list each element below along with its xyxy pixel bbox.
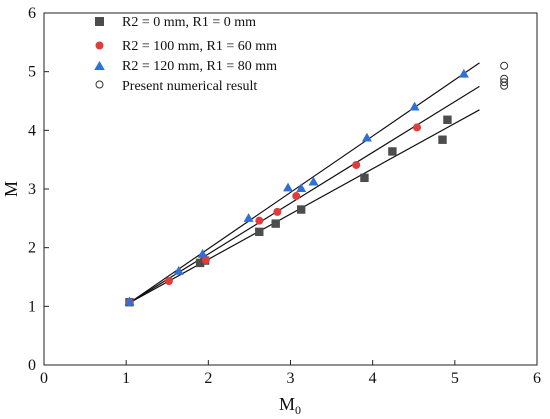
x-axis-label-main: M	[279, 394, 295, 414]
point-s2-5	[296, 183, 307, 193]
legend-label-2: R2 = 120 mm, R1 = 80 mm	[122, 59, 277, 74]
point-s2-3	[243, 213, 254, 222]
point-s2-9	[458, 68, 469, 78]
point-s2-1	[173, 265, 184, 275]
fit-line-1	[129, 85, 480, 304]
legend-label-3: Present numerical result	[122, 79, 257, 94]
point-s0-3	[255, 227, 264, 237]
fit-lines	[129, 62, 480, 304]
point-s0-1	[195, 258, 205, 268]
point-s1-6	[352, 160, 361, 169]
y-tick-label-4: 4	[28, 122, 36, 139]
x-axis-label: M0	[279, 394, 301, 417]
y-tick-label-5: 5	[28, 64, 36, 81]
axis-ticks: 0 1 2 3 4 5 6 0 1 2 3 4 5 6	[28, 5, 541, 387]
legend-marker-0	[95, 17, 104, 26]
point-s1-1	[164, 277, 173, 286]
y-tick-label-0: 0	[28, 357, 36, 374]
x-tick-label-3: 3	[287, 370, 295, 387]
point-s0-5	[296, 205, 306, 214]
y-tick-label-6: 6	[28, 5, 36, 22]
x-tick-label-5: 5	[451, 370, 459, 387]
point-s2-4	[283, 182, 294, 192]
point-s1-5	[292, 192, 301, 201]
legend-marker-3	[95, 80, 104, 89]
x-axis-label-subscript: 0	[295, 403, 301, 417]
point-s0-7	[388, 147, 397, 156]
point-s2-2	[197, 248, 208, 258]
y-tick-label-1: 1	[28, 298, 36, 315]
point-s0-4	[271, 219, 280, 228]
legend-marker-1	[95, 41, 104, 50]
point-s1-7	[413, 123, 422, 132]
y-tick-label-2: 2	[28, 240, 36, 257]
point-s0-9	[443, 115, 452, 124]
data-points	[124, 61, 509, 307]
point-s3-3	[500, 81, 509, 90]
point-s3-0	[500, 61, 509, 70]
point-s3-2	[500, 78, 509, 87]
point-s1-4	[273, 207, 282, 216]
legend: R2 = 0 mm, R1 = 0 mm R2 = 100 mm, R1 = 6…	[94, 15, 277, 94]
point-s2-7	[361, 132, 372, 142]
x-tick-label-0: 0	[40, 370, 48, 387]
legend-marker-2	[94, 61, 105, 70]
point-s2-6	[308, 176, 319, 186]
x-tick-label-1: 1	[122, 370, 130, 387]
legend-label-1: R2 = 100 mm, R1 = 60 mm	[122, 39, 277, 54]
point-s1-3	[255, 216, 264, 225]
y-tick-label-3: 3	[28, 181, 36, 198]
point-s2-8	[409, 101, 420, 111]
fit-line-2	[129, 62, 480, 304]
legend-label-0: R2 = 0 mm, R1 = 0 mm	[122, 15, 256, 30]
point-s0-8	[438, 135, 447, 144]
point-s1-2	[201, 255, 210, 264]
point-s2-0	[124, 296, 135, 306]
point-s0-6	[360, 173, 369, 183]
x-tick-label-2: 2	[204, 370, 212, 387]
y-axis-label: M	[1, 181, 21, 197]
x-tick-label-4: 4	[369, 370, 377, 387]
x-tick-label-6: 6	[533, 370, 541, 387]
